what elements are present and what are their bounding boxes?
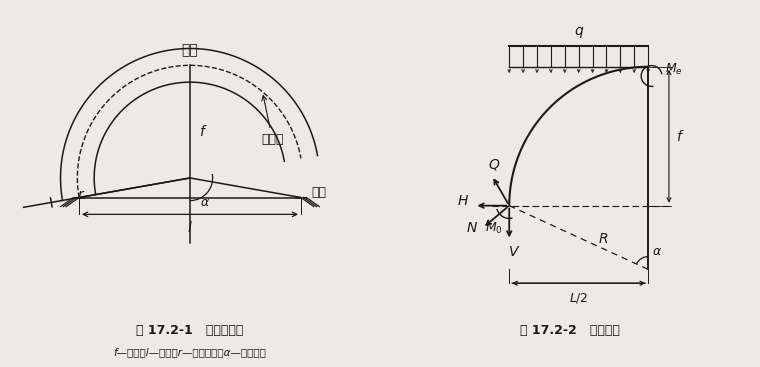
- Text: $L/2$: $L/2$: [569, 291, 588, 305]
- Text: $N$: $N$: [466, 221, 478, 235]
- Text: $l$: $l$: [187, 219, 193, 235]
- Text: $r$: $r$: [77, 188, 85, 201]
- Text: $f$: $f$: [676, 129, 685, 144]
- Text: f—矢高；l—跨度；r—圆弧半径；α—半弧心角: f—矢高；l—跨度；r—圆弧半径；α—半弧心角: [113, 347, 267, 357]
- Text: 图 17.2-2   拱身内力: 图 17.2-2 拱身内力: [520, 324, 620, 337]
- Text: 拱轴线: 拱轴线: [261, 95, 283, 146]
- Text: 拱脚: 拱脚: [312, 186, 326, 199]
- Text: $M_e$: $M_e$: [666, 62, 683, 77]
- Text: $V$: $V$: [508, 245, 520, 259]
- Text: α: α: [653, 246, 661, 258]
- Text: $f$: $f$: [199, 124, 207, 139]
- Text: α: α: [201, 196, 208, 210]
- Text: $R$: $R$: [598, 232, 609, 246]
- Text: $M_0$: $M_0$: [485, 221, 502, 236]
- Text: 图 17.2-1   圆弧无铰拱: 图 17.2-1 圆弧无铰拱: [136, 324, 244, 337]
- Text: $H$: $H$: [457, 194, 469, 208]
- Text: $Q$: $Q$: [488, 157, 500, 172]
- Text: 拱顶: 拱顶: [182, 44, 198, 58]
- Text: $q$: $q$: [574, 25, 584, 40]
